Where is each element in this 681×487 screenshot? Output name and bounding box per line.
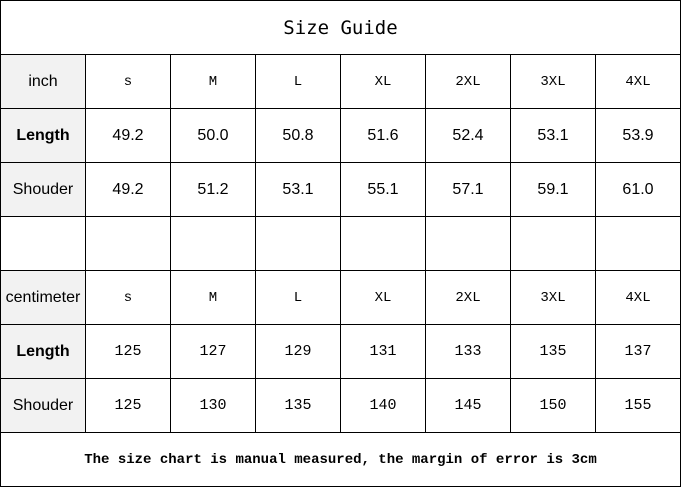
- measurement-cell: 140: [340, 378, 426, 433]
- table-row: Length 125 127 129 131 133 135 137: [0, 324, 681, 379]
- measurement-cell: 135: [255, 378, 341, 433]
- size-header-l: L: [255, 54, 341, 109]
- table-row: Shouder 49.2 51.2 53.1 55.1 57.1 59.1 61.0: [0, 162, 681, 217]
- spacer-row: [0, 216, 681, 271]
- measurement-cell: 50.0: [170, 108, 256, 163]
- measurement-cell: 125: [85, 378, 171, 433]
- measurement-cell: 50.8: [255, 108, 341, 163]
- size-header-4xl: 4XL: [595, 270, 681, 325]
- measurement-cell: 49.2: [85, 108, 171, 163]
- measurement-cell: 127: [170, 324, 256, 379]
- measurement-cell: 55.1: [340, 162, 426, 217]
- table-row: Shouder 125 130 135 140 145 150 155: [0, 378, 681, 433]
- measurement-cell: 49.2: [85, 162, 171, 217]
- measurement-cell: 53.9: [595, 108, 681, 163]
- measurement-cell: 130: [170, 378, 256, 433]
- size-header-m: M: [170, 270, 256, 325]
- size-header-s: s: [85, 270, 171, 325]
- measurement-cell: 53.1: [255, 162, 341, 217]
- measurement-cell: 51.2: [170, 162, 256, 217]
- size-header-4xl: 4XL: [595, 54, 681, 109]
- size-header-row: inch s M L XL 2XL 3XL 4XL: [0, 54, 681, 109]
- centimeter-section: centimeter s M L XL 2XL 3XL 4XL Length 125 127 129 1…: [0, 270, 681, 433]
- measurement-cell: 59.1: [510, 162, 596, 217]
- row-label-shouder: Shouder: [0, 378, 86, 433]
- inch-section: inch s M L XL 2XL 3XL 4XL Length 49.2 50.0 50.8 51.6…: [0, 54, 681, 217]
- measurement-cell: 150: [510, 378, 596, 433]
- size-header-l: L: [255, 270, 341, 325]
- size-header-2xl: 2XL: [425, 270, 511, 325]
- measurement-cell: 51.6: [340, 108, 426, 163]
- size-header-xl: XL: [340, 54, 426, 109]
- size-header-m: M: [170, 54, 256, 109]
- measurement-cell: 61.0: [595, 162, 681, 217]
- size-header-row: centimeter s M L XL 2XL 3XL 4XL: [0, 270, 681, 325]
- measurement-cell: 135: [510, 324, 596, 379]
- unit-label: centimeter: [0, 270, 86, 325]
- measurement-cell: 133: [425, 324, 511, 379]
- measurement-cell: 155: [595, 378, 681, 433]
- measurement-cell: 52.4: [425, 108, 511, 163]
- size-header-3xl: 3XL: [510, 270, 596, 325]
- measurement-cell: 131: [340, 324, 426, 379]
- row-label-shouder: Shouder: [0, 162, 86, 217]
- unit-label: inch: [0, 54, 86, 109]
- table-title: Size Guide: [0, 0, 681, 55]
- measurement-cell: 129: [255, 324, 341, 379]
- row-label-length: Length: [0, 324, 86, 379]
- footer-note: The size chart is manual measured, the m…: [0, 432, 681, 487]
- measurement-cell: 53.1: [510, 108, 596, 163]
- size-header-2xl: 2XL: [425, 54, 511, 109]
- measurement-cell: 57.1: [425, 162, 511, 217]
- measurement-cell: 145: [425, 378, 511, 433]
- measurement-cell: 125: [85, 324, 171, 379]
- size-header-s: s: [85, 54, 171, 109]
- table-row: Length 49.2 50.0 50.8 51.6 52.4 53.1 53.9: [0, 108, 681, 163]
- measurement-cell: 137: [595, 324, 681, 379]
- size-header-3xl: 3XL: [510, 54, 596, 109]
- row-label-length: Length: [0, 108, 86, 163]
- size-header-xl: XL: [340, 270, 426, 325]
